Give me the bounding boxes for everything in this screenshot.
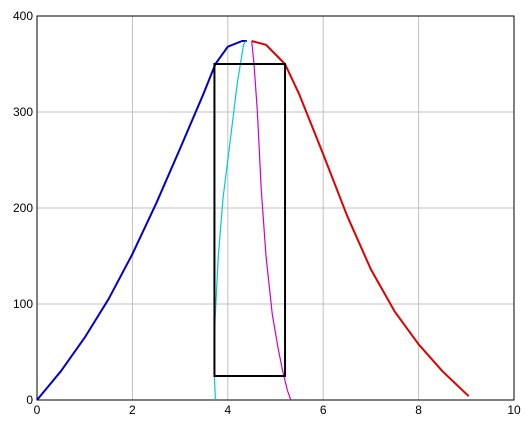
plot-area-frame: [36, 15, 515, 401]
y-tick-label: 400: [13, 9, 33, 23]
series-line-rising: [36, 40, 247, 401]
series-line-falling: [251, 40, 470, 397]
y-tick-label: 200: [13, 201, 33, 215]
x-tick-label: 6: [320, 403, 327, 417]
series-line-magenta: [251, 40, 292, 401]
y-tick-label: 300: [13, 105, 33, 119]
x-tick-label: 2: [129, 403, 136, 417]
grid: [36, 15, 515, 401]
y-tick-label: 100: [13, 297, 33, 311]
x-tick-label: 10: [507, 403, 521, 417]
x-tick-label: 0: [34, 403, 41, 417]
box-group: [213, 63, 287, 377]
y-axis: 0 100 200 300 400: [13, 9, 33, 407]
series-line-cyan: [213, 40, 247, 401]
y-tick-label: 0: [26, 393, 33, 407]
box-rectangle: [213, 63, 287, 377]
x-tick-label: 4: [224, 403, 231, 417]
x-axis: 0 2 4 6 8 10: [34, 403, 521, 417]
series-group: [36, 40, 470, 401]
x-tick-label: 8: [415, 403, 422, 417]
